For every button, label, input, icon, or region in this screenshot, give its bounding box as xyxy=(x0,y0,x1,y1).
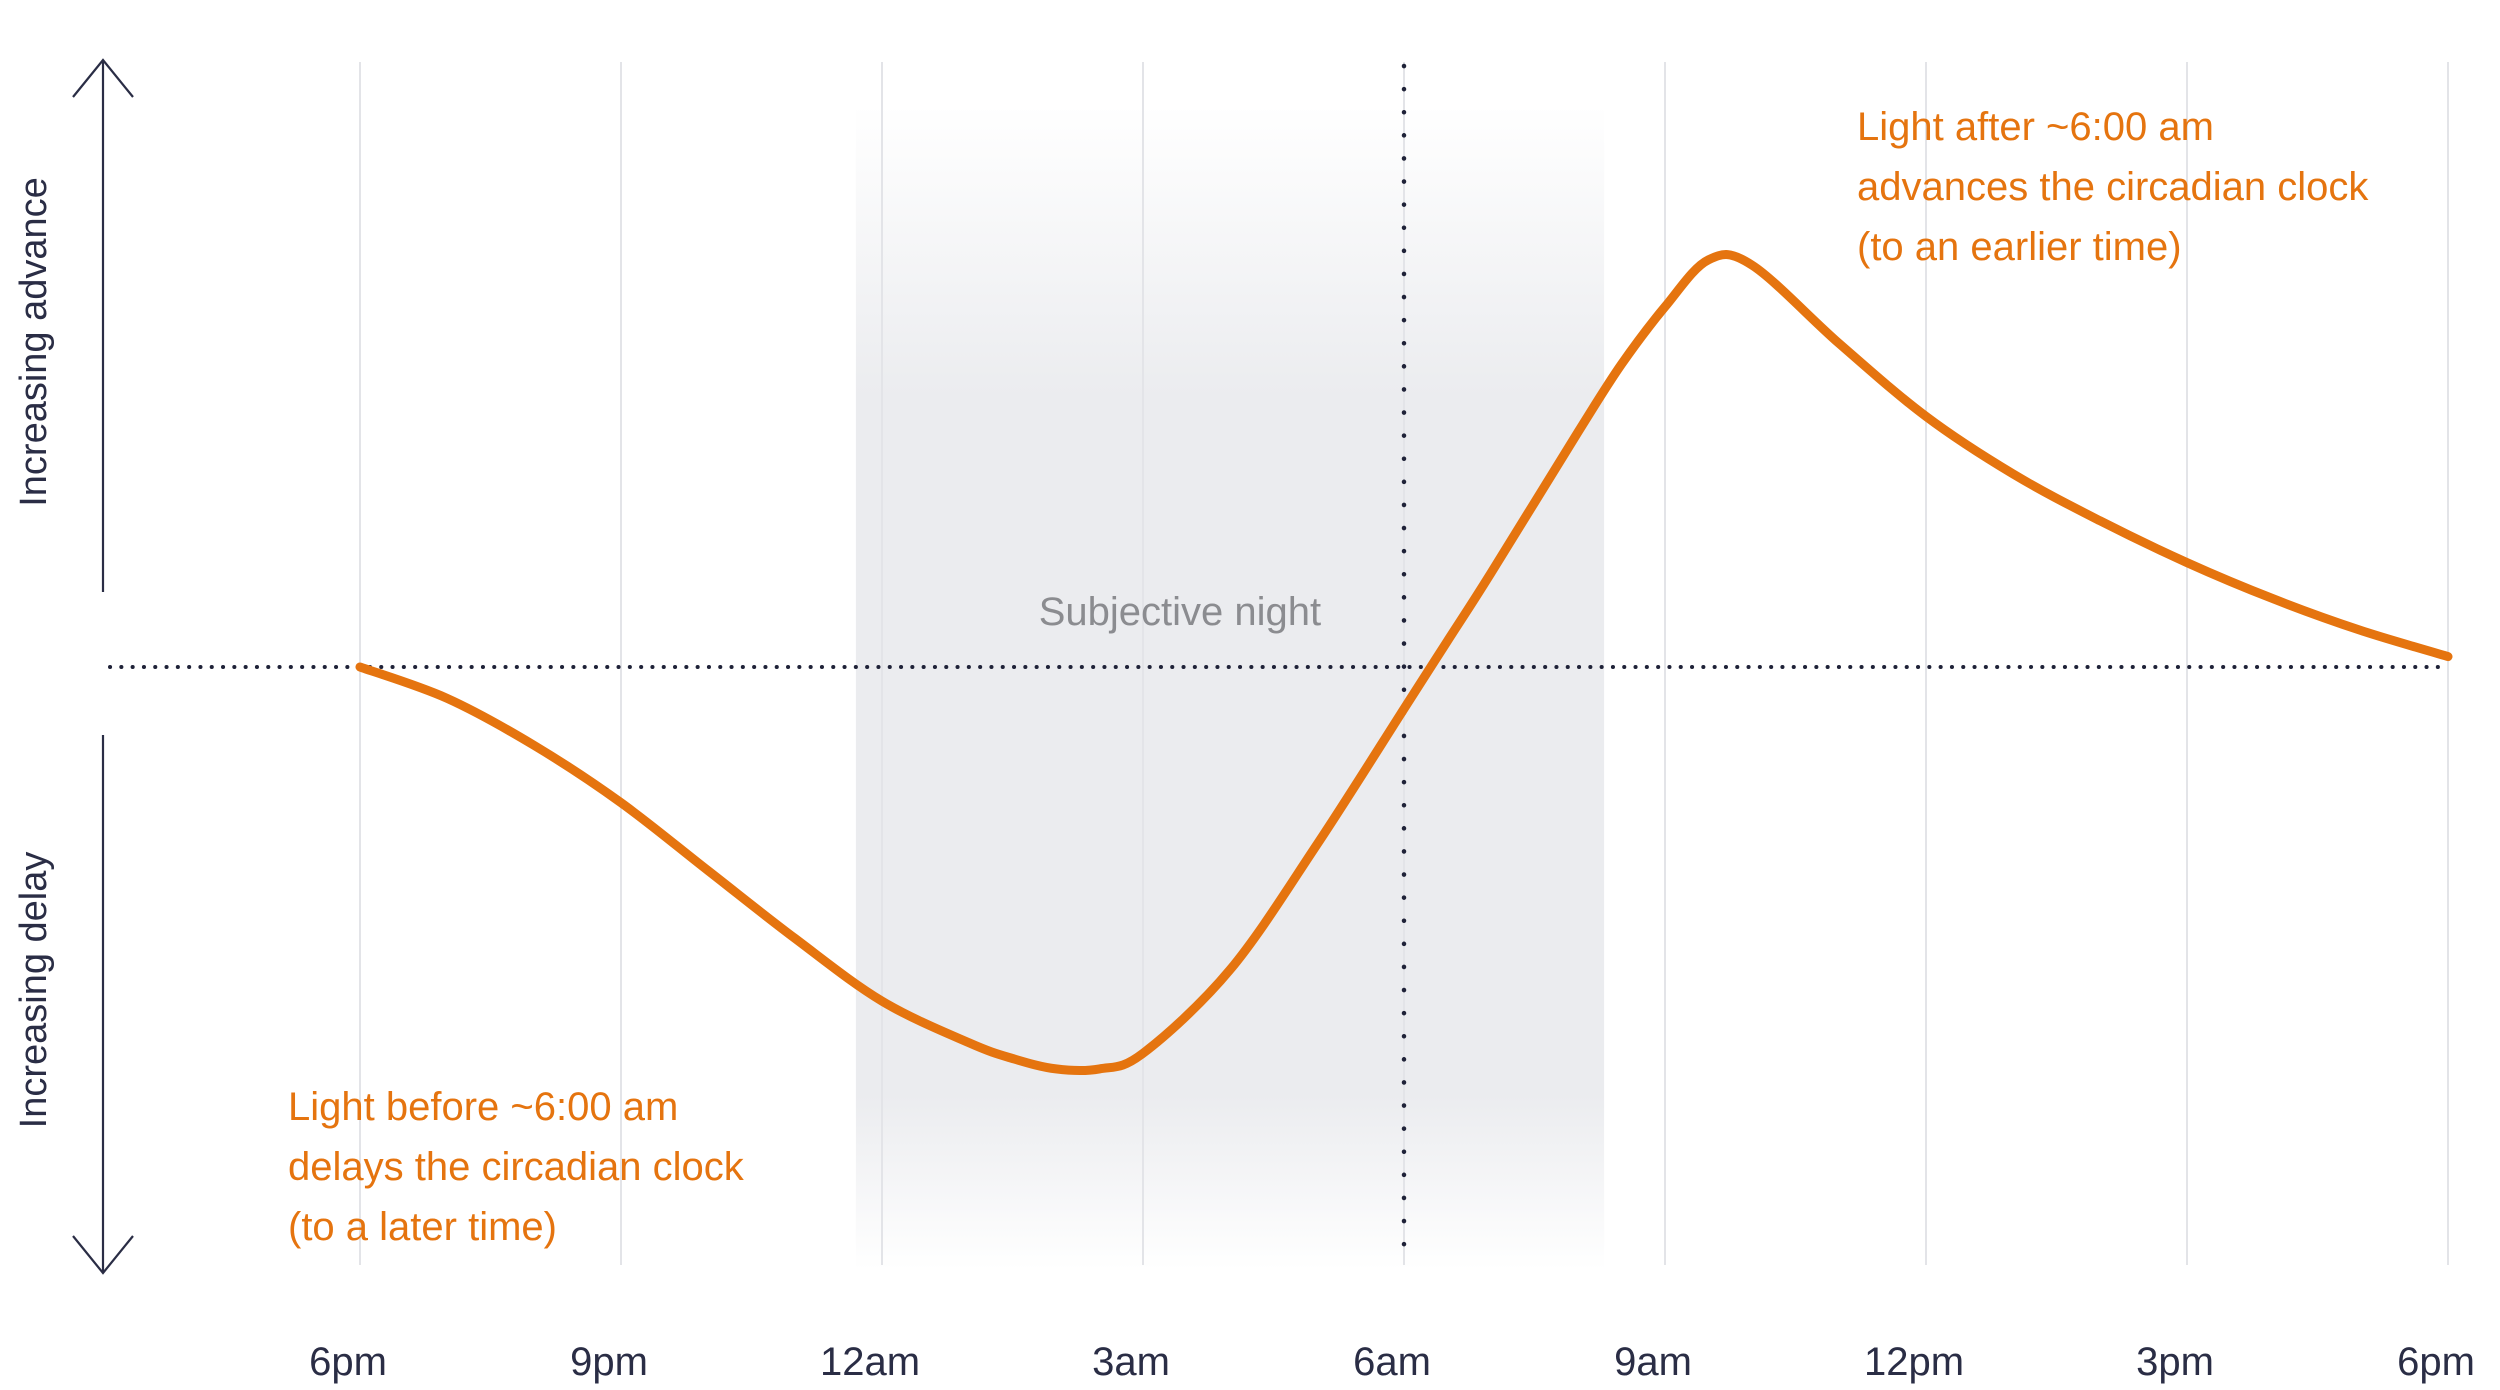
delay-arrow-head xyxy=(72,1235,134,1275)
y-label-advance: Increasing advance xyxy=(13,177,55,507)
advance-arrow-head xyxy=(72,58,134,98)
subjective-night-band xyxy=(855,105,1605,1270)
delay-annotation-line-3: (to a later time) xyxy=(288,1205,557,1249)
x-tick-labels: 6pm 9pm 12am 3am 6am 9am 12pm 3pm 6pm xyxy=(309,1340,2475,1384)
x-tick-label: 3am xyxy=(1092,1340,1170,1384)
delay-annotation-line-2: delays the circadian clock xyxy=(288,1145,745,1189)
subjective-night-label: Subjective night xyxy=(1039,590,1321,634)
y-label-delay: Increasing delay xyxy=(13,852,55,1129)
vertical-gridlines xyxy=(359,62,2449,1265)
advance-annotation-line-3: (to an earlier time) xyxy=(1857,225,2182,269)
phase-response-curve xyxy=(355,250,2453,1076)
x-tick-label: 3pm xyxy=(2136,1340,2214,1384)
series-group xyxy=(355,250,2453,1076)
y-axis-arrows xyxy=(72,58,134,1275)
x-tick-label: 9pm xyxy=(570,1340,648,1384)
x-tick-label: 12pm xyxy=(1864,1340,1964,1384)
x-tick-label: 6pm xyxy=(2397,1340,2475,1384)
x-tick-label: 6pm xyxy=(309,1340,387,1384)
x-tick-label: 6am xyxy=(1353,1340,1431,1384)
advance-annotation-line-1: Light after ~6:00 am xyxy=(1857,105,2214,149)
x-tick-label: 9am xyxy=(1614,1340,1692,1384)
advance-annotation-line-2: advances the circadian clock xyxy=(1857,165,2369,209)
x-tick-label: 12am xyxy=(820,1340,920,1384)
delay-annotation: Light before ~6:00 am delays the circadi… xyxy=(288,1085,755,1249)
delay-annotation-line-1: Light before ~6:00 am xyxy=(288,1085,678,1129)
advance-annotation: Light after ~6:00 am advances the circad… xyxy=(1857,105,2380,269)
